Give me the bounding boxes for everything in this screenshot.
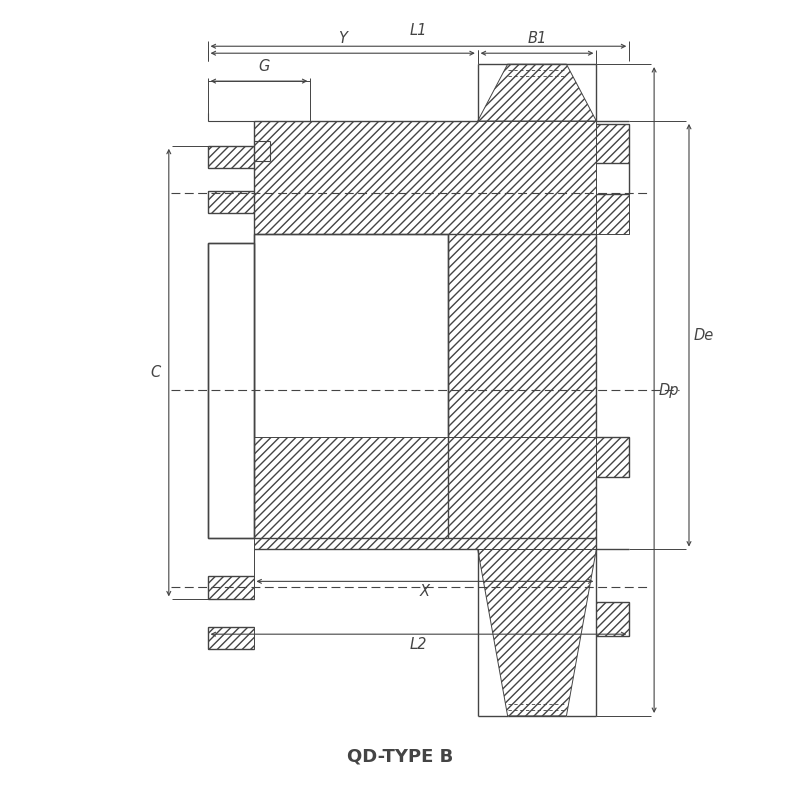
Polygon shape xyxy=(254,234,448,538)
Text: QD-TYPE B: QD-TYPE B xyxy=(347,748,453,766)
Text: Y: Y xyxy=(338,31,347,46)
Text: L2: L2 xyxy=(410,637,427,652)
Polygon shape xyxy=(596,194,630,234)
Polygon shape xyxy=(478,64,596,121)
Polygon shape xyxy=(448,234,596,538)
Text: De: De xyxy=(694,328,714,342)
Polygon shape xyxy=(208,242,254,538)
Text: X: X xyxy=(420,584,430,599)
Text: B1: B1 xyxy=(527,31,546,46)
Polygon shape xyxy=(208,146,254,168)
Text: C: C xyxy=(150,365,161,380)
Text: Dp: Dp xyxy=(659,382,679,398)
Polygon shape xyxy=(478,550,596,716)
Polygon shape xyxy=(596,437,630,477)
Polygon shape xyxy=(596,124,630,163)
Text: L1: L1 xyxy=(410,23,427,38)
Polygon shape xyxy=(254,437,596,550)
Polygon shape xyxy=(208,190,254,213)
Polygon shape xyxy=(254,121,596,234)
Polygon shape xyxy=(208,576,254,599)
Text: G: G xyxy=(258,59,270,74)
Polygon shape xyxy=(596,602,630,636)
Polygon shape xyxy=(208,627,254,649)
